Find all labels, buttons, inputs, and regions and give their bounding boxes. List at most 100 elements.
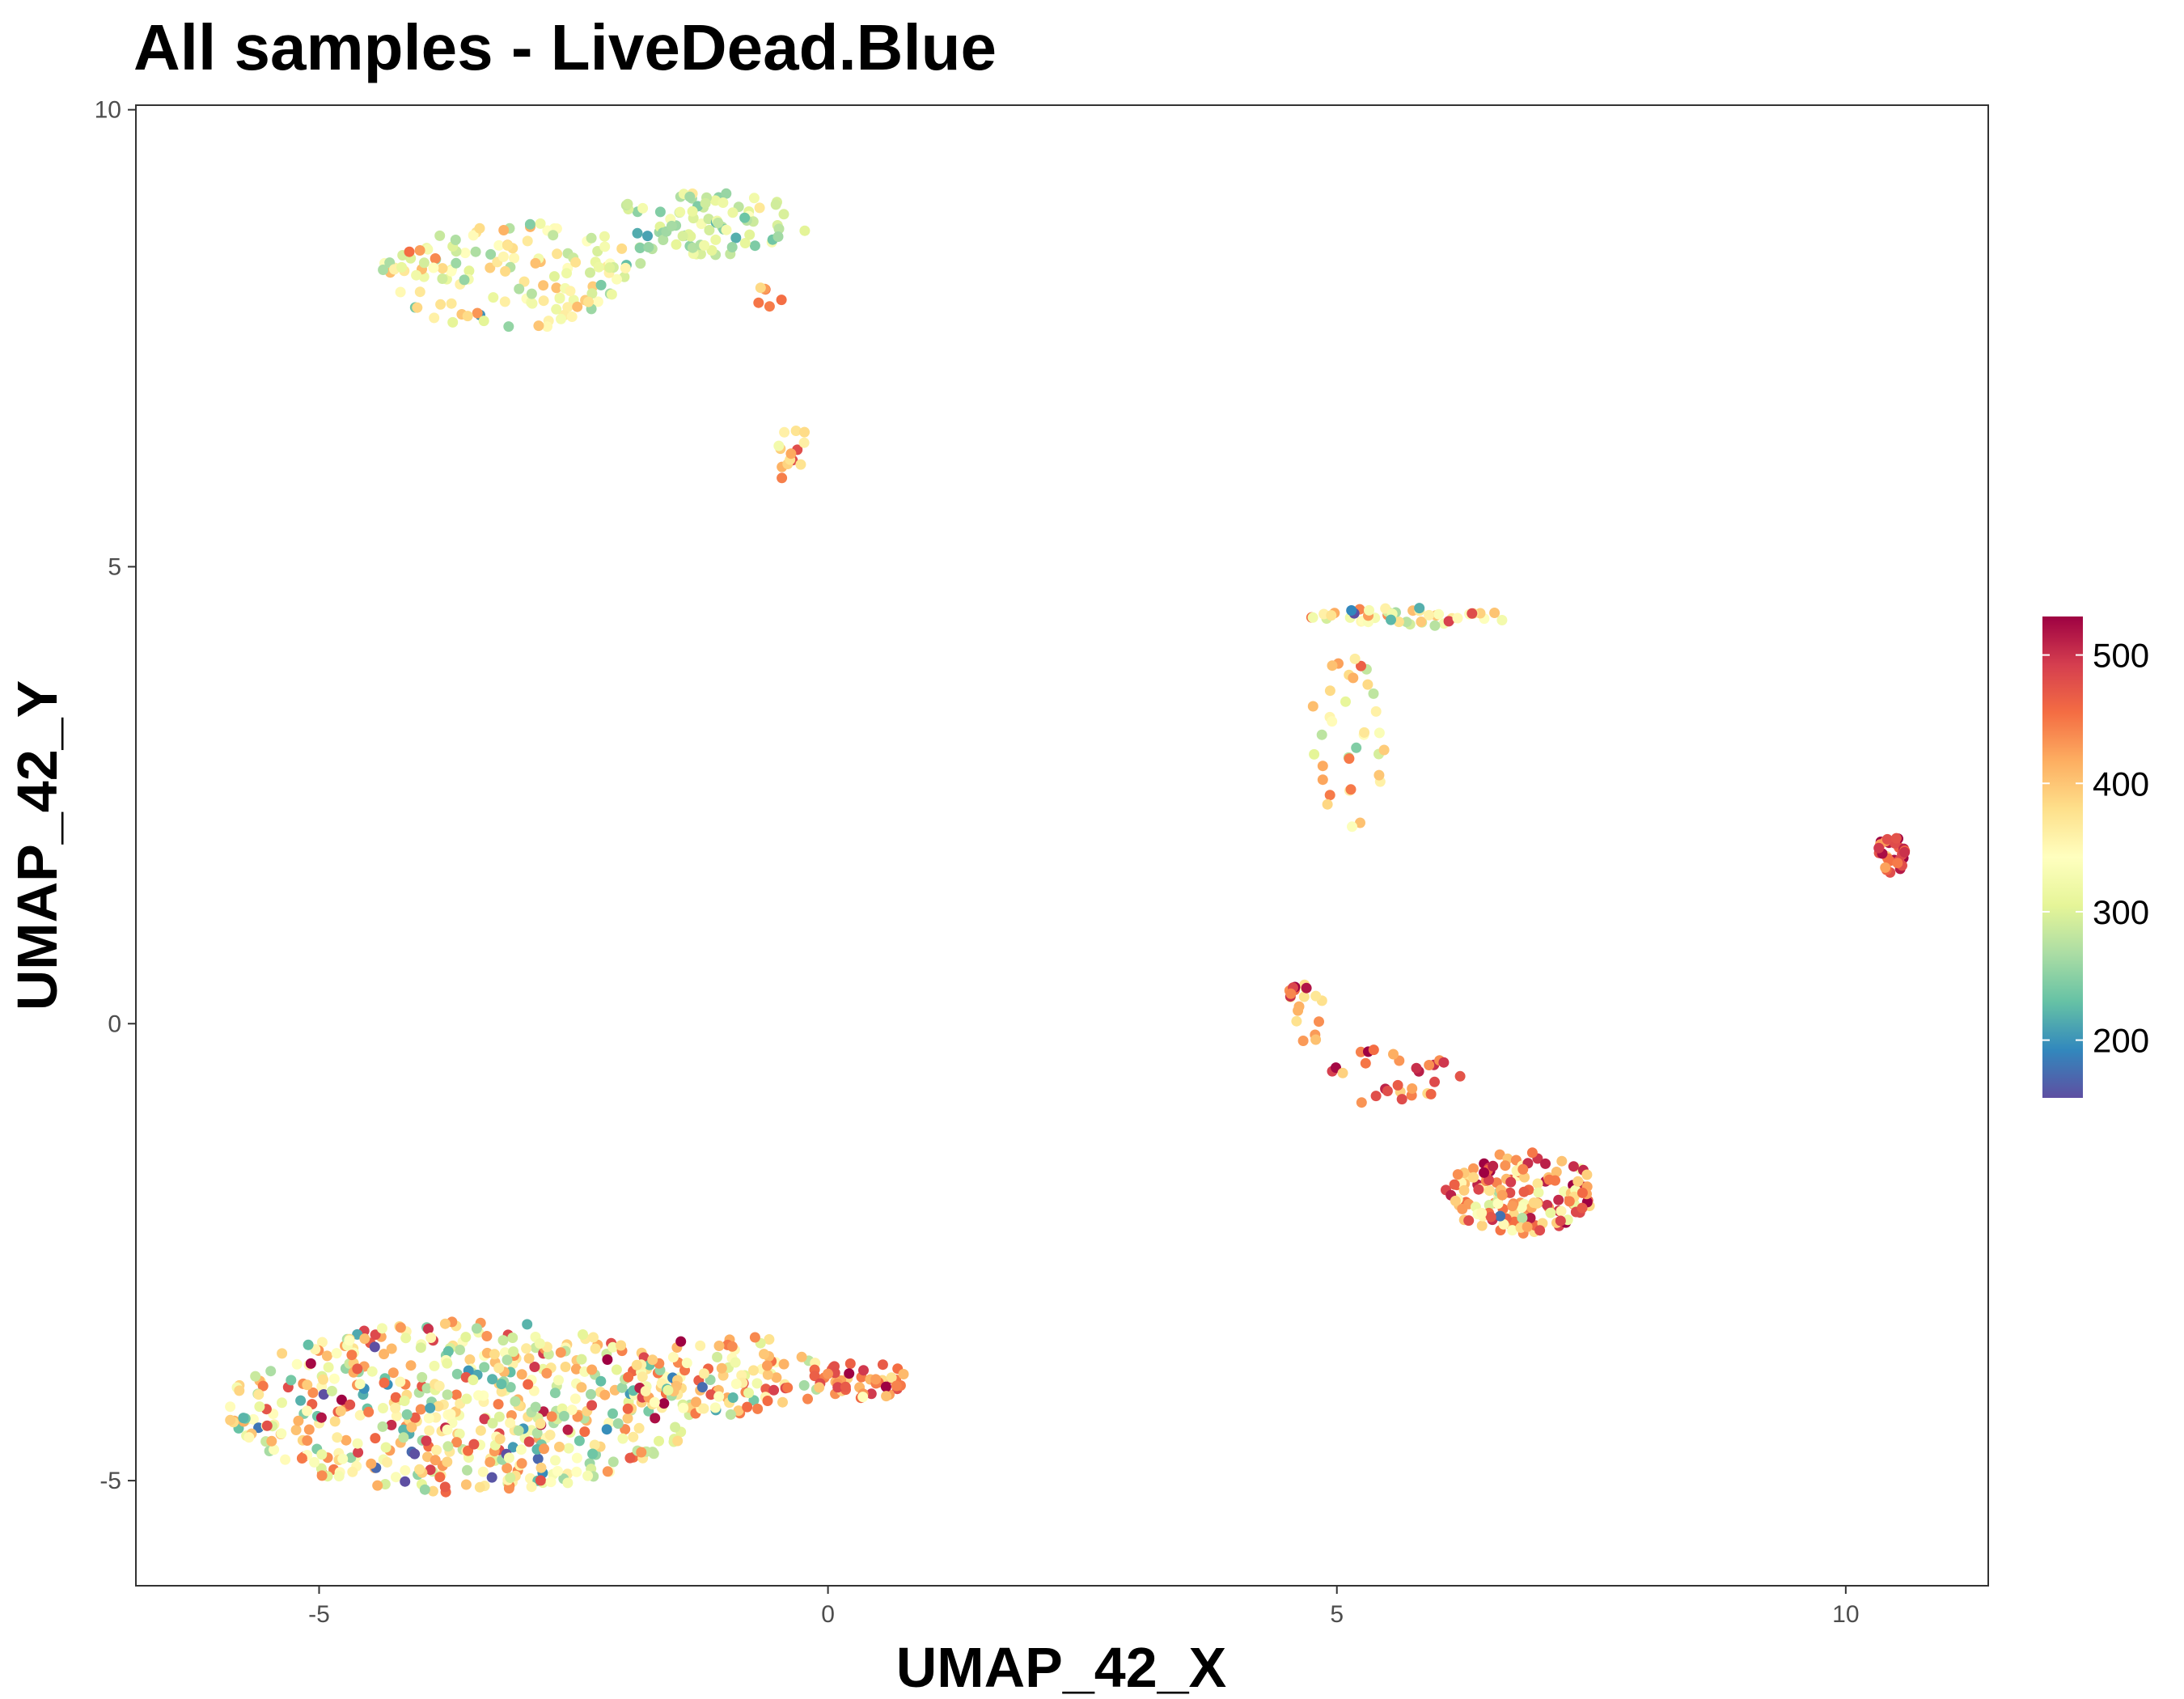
- data-point: [400, 1333, 412, 1344]
- data-point: [877, 1359, 888, 1371]
- data-point: [477, 1466, 489, 1477]
- data-point: [447, 316, 459, 328]
- colorbar-tick-label: 500: [2093, 637, 2149, 675]
- data-point: [454, 1428, 465, 1439]
- data-point: [1454, 1070, 1466, 1082]
- data-point: [637, 202, 649, 214]
- data-point: [1438, 1057, 1450, 1068]
- data-point: [1495, 1210, 1506, 1222]
- data-point: [1411, 1062, 1422, 1074]
- data-point: [749, 240, 760, 252]
- data-point: [751, 1378, 763, 1389]
- data-point: [1298, 991, 1310, 1002]
- data-point: [643, 242, 654, 252]
- data-point: [1316, 729, 1327, 740]
- data-point: [1314, 1016, 1324, 1027]
- data-point: [814, 1382, 825, 1393]
- data-point: [1525, 1213, 1536, 1223]
- data-point: [1310, 1034, 1322, 1045]
- data-point: [666, 220, 677, 231]
- data-point: [377, 1421, 388, 1432]
- data-point: [238, 1413, 249, 1424]
- data-point: [1424, 1060, 1435, 1070]
- data-point: [1450, 1195, 1461, 1206]
- data-point: [1540, 1158, 1551, 1169]
- data-point: [395, 1376, 406, 1388]
- data-point: [713, 1391, 725, 1402]
- data-point: [782, 1382, 794, 1393]
- data-point: [316, 1337, 328, 1348]
- data-point: [427, 1485, 438, 1497]
- data-point: [502, 1354, 513, 1366]
- data-point: [588, 1332, 599, 1343]
- data-point: [891, 1380, 902, 1392]
- data-point: [562, 1424, 574, 1435]
- data-point: [303, 1339, 314, 1350]
- data-point: [1424, 609, 1435, 621]
- data-point: [759, 1349, 769, 1360]
- data-point: [545, 1477, 557, 1488]
- data-point: [704, 225, 715, 235]
- data-point: [293, 1415, 304, 1426]
- data-point: [535, 1462, 547, 1473]
- data-point: [709, 1402, 721, 1413]
- data-point: [507, 1442, 518, 1453]
- data-point: [431, 1444, 442, 1455]
- data-point: [386, 1343, 397, 1354]
- data-point: [265, 1366, 277, 1377]
- data-point: [739, 212, 751, 223]
- data-point: [434, 230, 446, 241]
- x-tick-label: 5: [1330, 1601, 1344, 1628]
- data-point: [658, 235, 669, 245]
- data-point: [1322, 799, 1333, 810]
- data-point: [554, 1441, 565, 1452]
- data-point: [493, 1411, 505, 1422]
- data-point: [382, 1456, 393, 1468]
- data-point: [479, 1362, 490, 1373]
- data-point: [286, 1375, 297, 1386]
- data-point: [378, 265, 389, 275]
- data-point: [667, 1352, 679, 1362]
- data-point: [225, 1401, 236, 1413]
- data-point: [832, 1382, 844, 1393]
- data-point: [687, 205, 698, 217]
- data-point: [442, 1441, 454, 1452]
- data-point: [823, 1368, 833, 1379]
- data-point: [429, 312, 440, 324]
- data-point: [571, 1452, 582, 1464]
- data-point: [691, 1396, 701, 1408]
- data-point: [607, 1456, 619, 1468]
- data-point: [548, 271, 560, 282]
- data-point: [753, 297, 764, 308]
- data-point: [799, 225, 811, 236]
- data-point: [844, 1358, 856, 1369]
- data-point: [346, 1349, 358, 1361]
- data-point: [1310, 990, 1322, 1002]
- data-point: [628, 1431, 639, 1443]
- data-point: [1880, 862, 1891, 873]
- data-point: [460, 1479, 472, 1490]
- data-point: [586, 288, 598, 299]
- data-point: [1368, 1044, 1379, 1056]
- data-point: [772, 231, 784, 242]
- data-point: [1534, 1225, 1546, 1236]
- data-point: [524, 218, 535, 230]
- data-point: [534, 1338, 545, 1349]
- data-point: [1485, 1211, 1496, 1222]
- data-point: [602, 1466, 613, 1477]
- data-point: [552, 1465, 563, 1477]
- data-point: [487, 1374, 498, 1385]
- data-point: [1496, 615, 1508, 625]
- data-point: [1449, 1179, 1460, 1190]
- data-point: [462, 1464, 472, 1476]
- data-point: [1301, 982, 1312, 994]
- data-point: [1370, 1091, 1382, 1102]
- data-points: [225, 188, 1911, 1498]
- data-point: [485, 1456, 496, 1468]
- data-point: [1899, 846, 1911, 858]
- data-point: [727, 207, 739, 218]
- y-tick-label: 0: [108, 1011, 121, 1037]
- data-point: [502, 239, 513, 251]
- data-point: [675, 1336, 687, 1347]
- data-point: [771, 1372, 782, 1383]
